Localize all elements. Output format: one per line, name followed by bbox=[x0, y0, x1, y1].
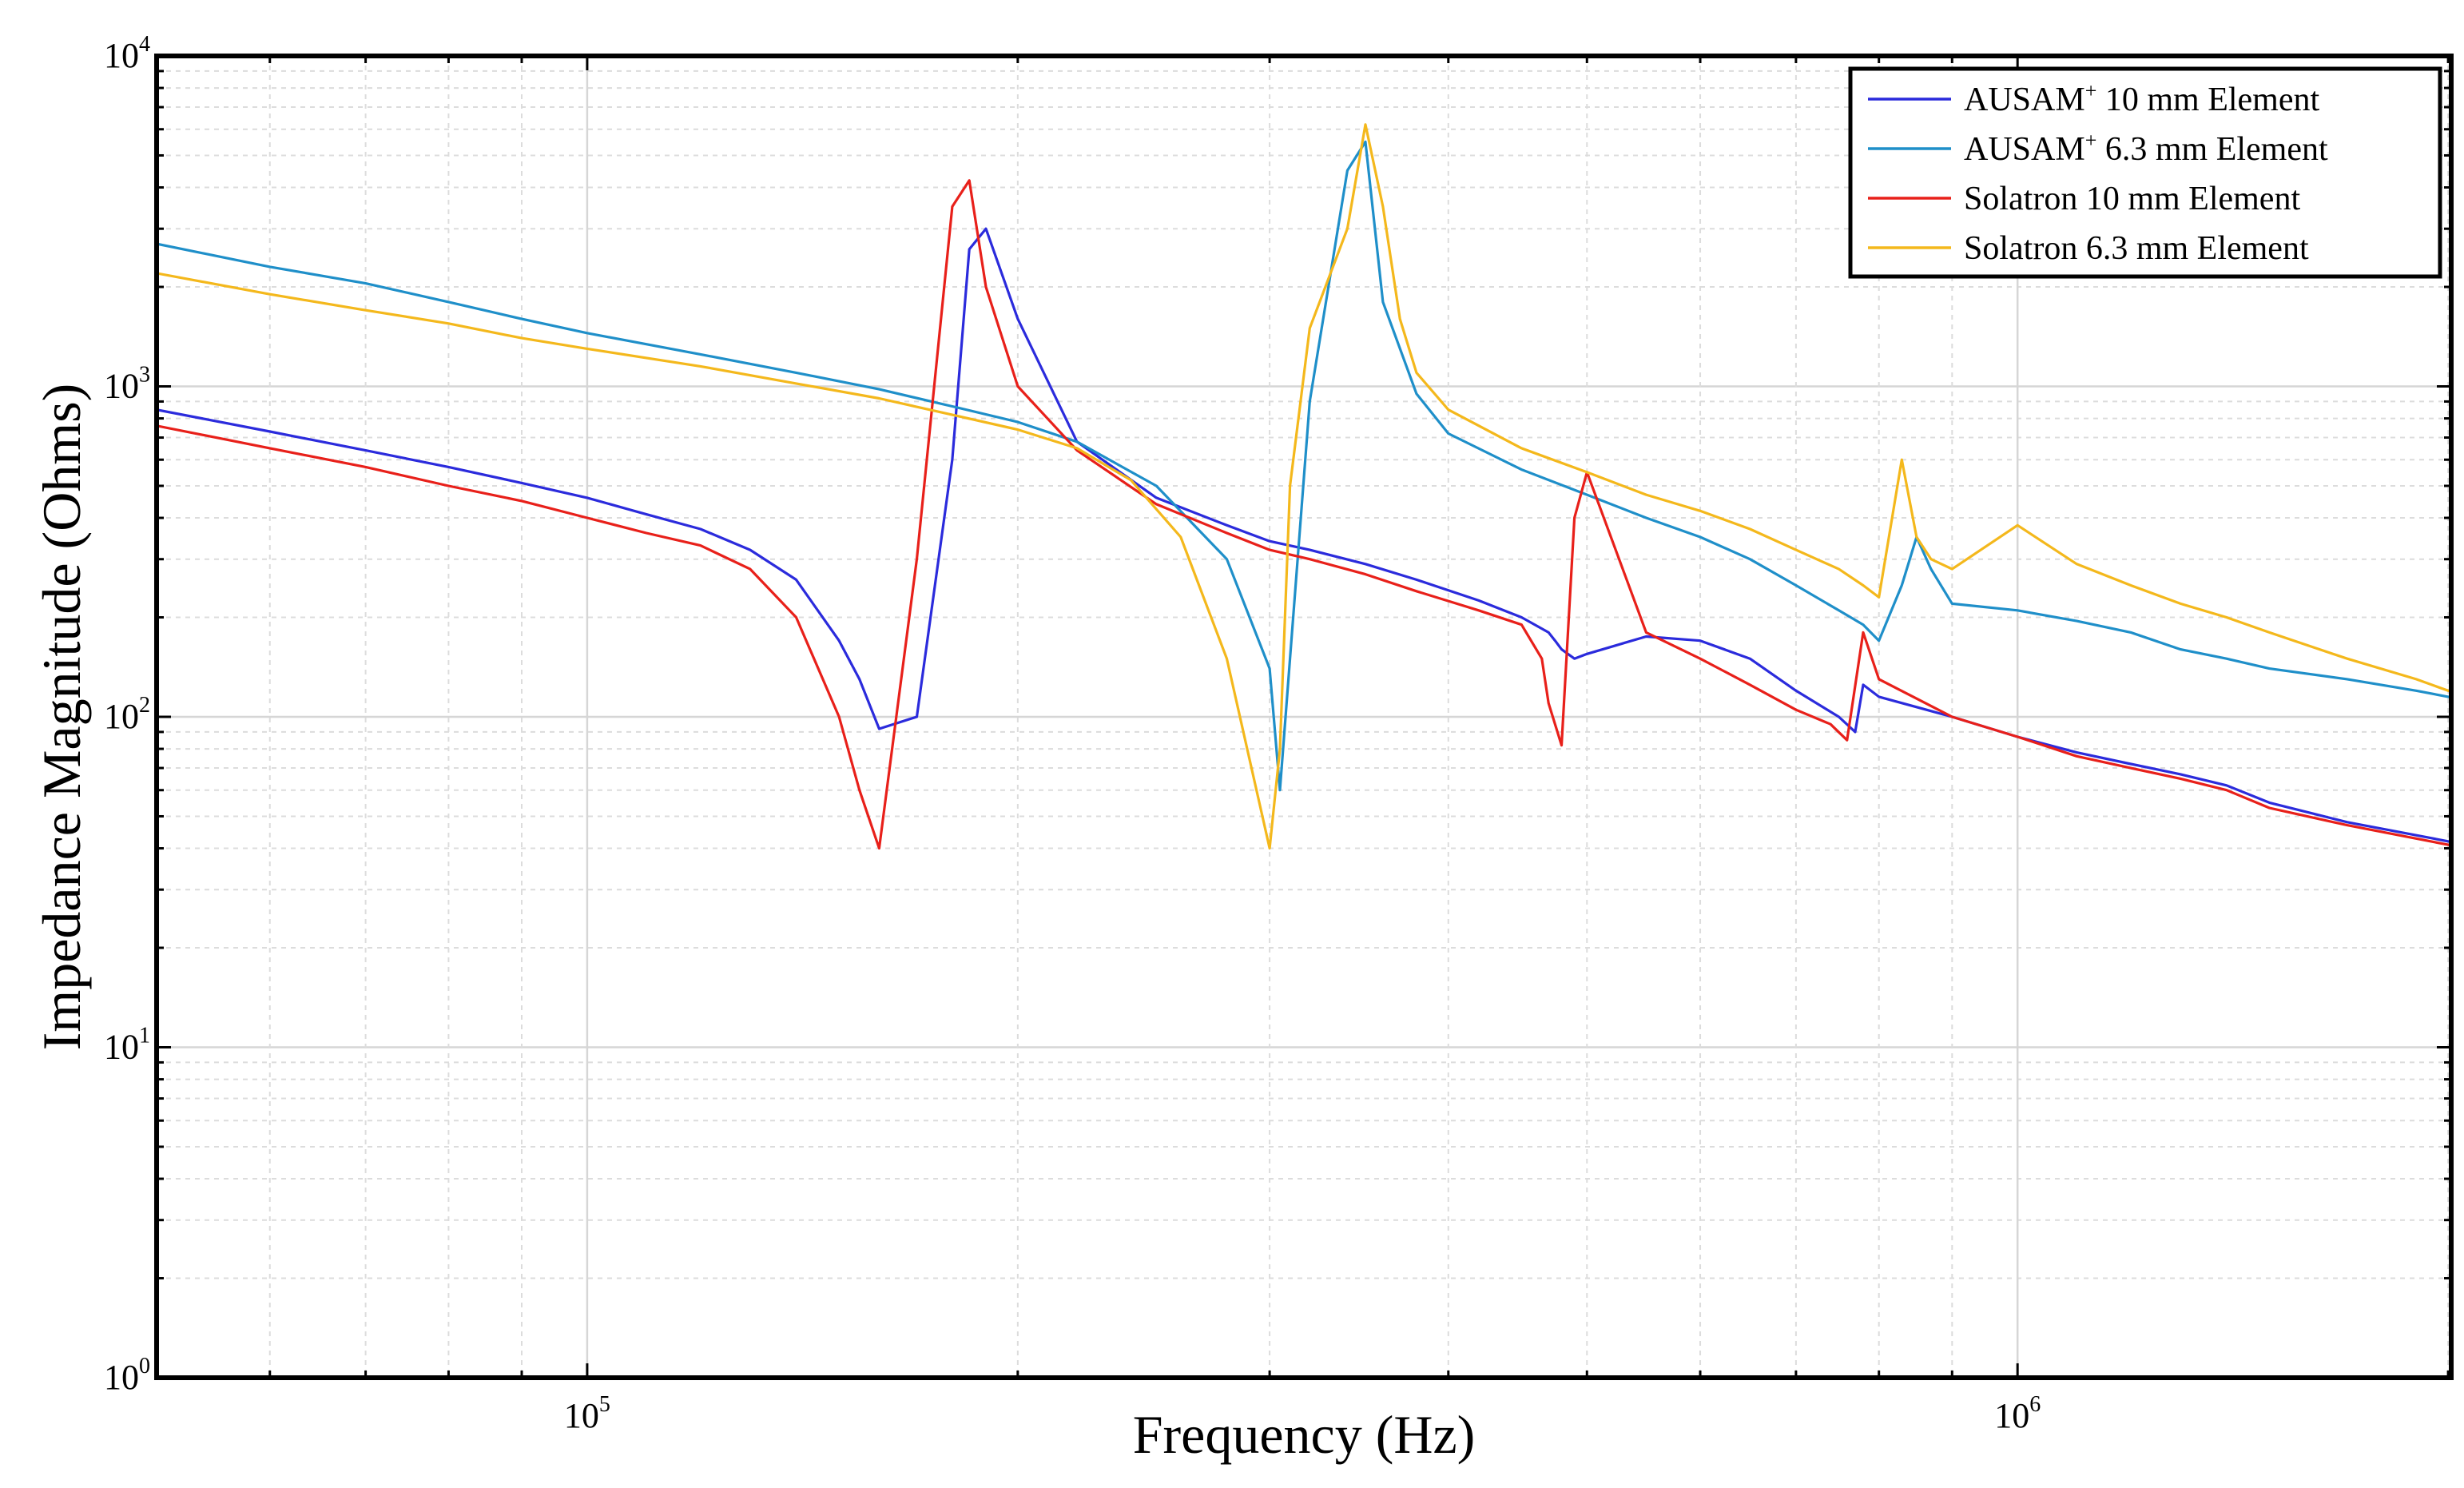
legend-box bbox=[1848, 66, 2442, 279]
legend: AUSAM+ 10 mm Element AUSAM+ 6.3 mm Elemen… bbox=[1848, 66, 2442, 279]
legend-label-4: Solatron 6.3 mm Element bbox=[1964, 230, 2309, 267]
series-line-2 bbox=[157, 140, 2451, 792]
tick-labels: 100 101 102 103 104 105 106 bbox=[104, 32, 2041, 1435]
legend-label-1: AUSAM+ 10 mm Element bbox=[1964, 79, 2319, 118]
legend-label-2: AUSAM+ 6.3 mm Element bbox=[1964, 129, 2328, 168]
series-line-4 bbox=[157, 123, 2451, 850]
x-tick-label: 105 bbox=[564, 1392, 610, 1435]
x-tick-label: 106 bbox=[1994, 1392, 2041, 1435]
series-layer bbox=[157, 123, 2451, 850]
series-line-3 bbox=[157, 179, 2451, 850]
tick-marks bbox=[155, 54, 2451, 1379]
y-tick-label: 102 bbox=[104, 693, 150, 736]
series-line-1 bbox=[157, 227, 2451, 844]
y-tick-label: 101 bbox=[104, 1024, 150, 1067]
y-tick-label: 104 bbox=[104, 32, 150, 75]
y-axis-title: Impedance Magnitude (Ohms) bbox=[31, 384, 92, 1051]
y-tick-label: 100 bbox=[104, 1354, 150, 1397]
legend-label-3: Solatron 10 mm Element bbox=[1964, 181, 2300, 217]
y-tick-label: 103 bbox=[104, 363, 150, 406]
x-axis-title: Frequency (Hz) bbox=[1133, 1404, 1476, 1465]
